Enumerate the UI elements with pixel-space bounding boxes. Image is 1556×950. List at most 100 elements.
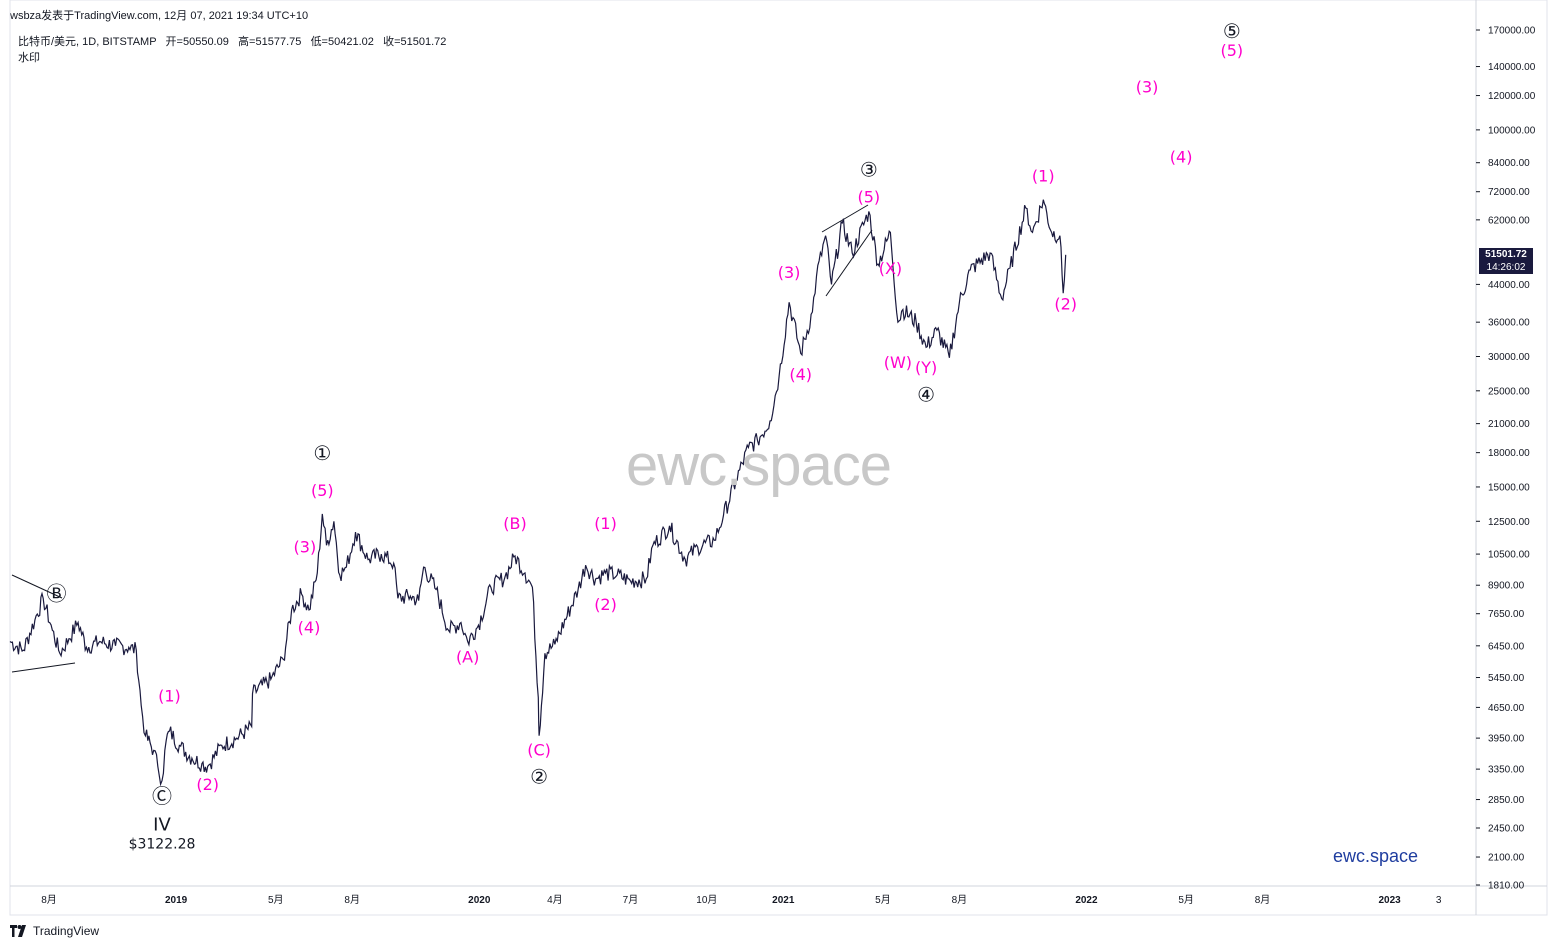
wave-label-minor: (W) <box>884 353 912 372</box>
wave-label-minor: (4) <box>1170 148 1193 167</box>
y-tick-label: 30000.00 <box>1488 352 1530 363</box>
wave-label-text: IV <box>153 814 171 835</box>
y-tick-label: 62000.00 <box>1488 215 1530 226</box>
y-tick-label: 5450.00 <box>1488 673 1525 684</box>
y-tick-label: 2850.00 <box>1488 795 1525 806</box>
y-tick-label: 3350.00 <box>1488 765 1525 776</box>
wave-label-minor: (4) <box>789 365 812 384</box>
watermark-text-corner: ewc.space <box>1333 846 1419 866</box>
wave-label-minor: (5) <box>1220 41 1243 60</box>
wave-labels: Ⓑ Ⓒ IV$3122.28 (1) (2) (3) (4) (5) ① (A) (B) (C) ② (1… <box>47 19 1244 852</box>
x-tick-label: 5月 <box>268 894 284 906</box>
wave-label-minor: (X) <box>879 259 902 278</box>
wave-label-minor: (3) <box>294 537 317 556</box>
candle-countdown: 14:26:02 <box>1486 262 1526 273</box>
wave-label-minor: (1) <box>1032 167 1055 186</box>
wedge-upper-line <box>821 204 869 233</box>
ohlc-close: 收=51501.72 <box>383 36 447 48</box>
x-tick-label: 2022 <box>1075 895 1098 906</box>
wave-label-circled: Ⓒ <box>152 784 172 808</box>
y-tick-label: 44000.00 <box>1488 280 1530 291</box>
y-tick-label: 84000.00 <box>1488 158 1530 169</box>
wave-label-minor: (2) <box>196 775 219 794</box>
wave-label-circled: Ⓑ <box>47 582 67 606</box>
symbol-label[interactable]: 比特币/美元, 1D, BITSTAMP <box>18 36 157 48</box>
tradingview-logo-icon <box>10 925 26 937</box>
ohlc-open: 开=50550.09 <box>165 36 229 48</box>
wave-label-circled: ④ <box>917 383 935 407</box>
triangle-upper-line-left <box>11 574 63 599</box>
x-tick-label: 8月 <box>41 894 57 906</box>
y-tick-label: 1810.00 <box>1488 881 1525 892</box>
wave-label-minor: (2) <box>1054 295 1077 314</box>
y-tick-label: 3950.00 <box>1488 734 1525 745</box>
wave-label-minor: (5) <box>857 187 880 206</box>
x-tick-label: 10月 <box>696 894 717 906</box>
ohlc-high: 高=51577.75 <box>238 36 302 48</box>
y-tick-label: 2450.00 <box>1488 824 1525 835</box>
wave-label-minor: (4) <box>298 618 321 637</box>
wave-label-minor: (3) <box>778 263 801 282</box>
x-tick-label: 8月 <box>952 894 968 906</box>
y-tick-label: 140000.00 <box>1488 62 1536 73</box>
y-tick-label: 18000.00 <box>1488 448 1530 459</box>
wave-label-minor: (1) <box>594 514 617 533</box>
wave-label-circled: ③ <box>860 158 878 182</box>
x-tick-label: 3 <box>1436 895 1442 906</box>
x-tick-label: 7月 <box>623 894 639 906</box>
x-tick-label: 8月 <box>344 894 360 906</box>
x-tick-label: 2021 <box>772 895 795 906</box>
x-tick-label: 5月 <box>875 894 891 906</box>
last-price-tag: 51501.72 14:26:02 <box>1479 248 1533 274</box>
x-tick-label: 5月 <box>1178 894 1194 906</box>
chart-legend: 比特币/美元, 1D, BITSTAMP 开=50550.09 高=51577.… <box>18 34 446 66</box>
y-tick-label: 4650.00 <box>1488 703 1525 714</box>
wave-label-minor: (5) <box>311 481 334 500</box>
tradingview-footer[interactable]: TradingView <box>10 924 99 938</box>
y-tick-label: 10500.00 <box>1488 550 1530 561</box>
wave-label-text: $3122.28 <box>129 836 196 852</box>
ohlc-low: 低=50421.02 <box>310 36 374 48</box>
y-tick-label: 100000.00 <box>1488 125 1536 136</box>
x-axis: 8月 2019 5月 8月 2020 4月 7月 10月 2021 5月 8月 2022 5月 8月 202… <box>41 894 1442 906</box>
wave-label-minor: (Y) <box>915 358 937 377</box>
y-tick-label: 25000.00 <box>1488 386 1530 397</box>
publisher-header: wsbza发表于TradingView.com, 12月 07, 2021 19… <box>10 10 309 22</box>
wave-label-minor: (A) <box>456 648 479 667</box>
wave-label-circled: ① <box>313 441 331 465</box>
price-series-line <box>9 199 1067 787</box>
wave-label-minor: (B) <box>503 514 526 533</box>
y-tick-label: 170000.00 <box>1488 26 1536 37</box>
y-tick-label: 15000.00 <box>1488 482 1530 493</box>
triangle-lower-line-left <box>11 662 76 673</box>
y-tick-label: 36000.00 <box>1488 318 1530 329</box>
x-tick-label: 2019 <box>165 895 188 906</box>
chart-frame <box>9 0 1548 916</box>
x-tick-label: 2020 <box>468 895 491 906</box>
last-price-value: 51501.72 <box>1485 249 1527 260</box>
y-tick-label: 72000.00 <box>1488 187 1530 198</box>
x-tick-label: 2023 <box>1378 895 1401 906</box>
wave-label-minor: (2) <box>594 595 617 614</box>
y-tick-label: 12500.00 <box>1488 517 1530 528</box>
y-tick-label: 8900.00 <box>1488 581 1525 592</box>
y-tick-label: 2100.00 <box>1488 853 1525 864</box>
y-tick-label: 7650.00 <box>1488 609 1525 620</box>
wave-label-circled: ② <box>530 765 548 789</box>
watermark-text: ewc.space <box>626 433 892 498</box>
tradingview-brand: TradingView <box>33 924 100 938</box>
y-tick-label: 6450.00 <box>1488 641 1525 652</box>
x-tick-label: 8月 <box>1255 894 1271 906</box>
wave-label-minor: (1) <box>158 686 181 705</box>
trendlines <box>11 204 873 673</box>
wave-label-minor: (3) <box>1136 77 1159 96</box>
x-tick-label: 4月 <box>547 894 563 906</box>
wedge-lower-line <box>825 229 873 297</box>
y-axis: 170000.00 140000.00 120000.00 100000.00 8400… <box>1476 26 1536 892</box>
y-tick-label: 21000.00 <box>1488 419 1530 430</box>
watermark-legend-label[interactable]: 水印 <box>18 52 40 64</box>
y-tick-label: 120000.00 <box>1488 91 1536 102</box>
wave-label-circled: ⑤ <box>1223 19 1241 43</box>
wave-label-minor: (C) <box>527 741 551 760</box>
